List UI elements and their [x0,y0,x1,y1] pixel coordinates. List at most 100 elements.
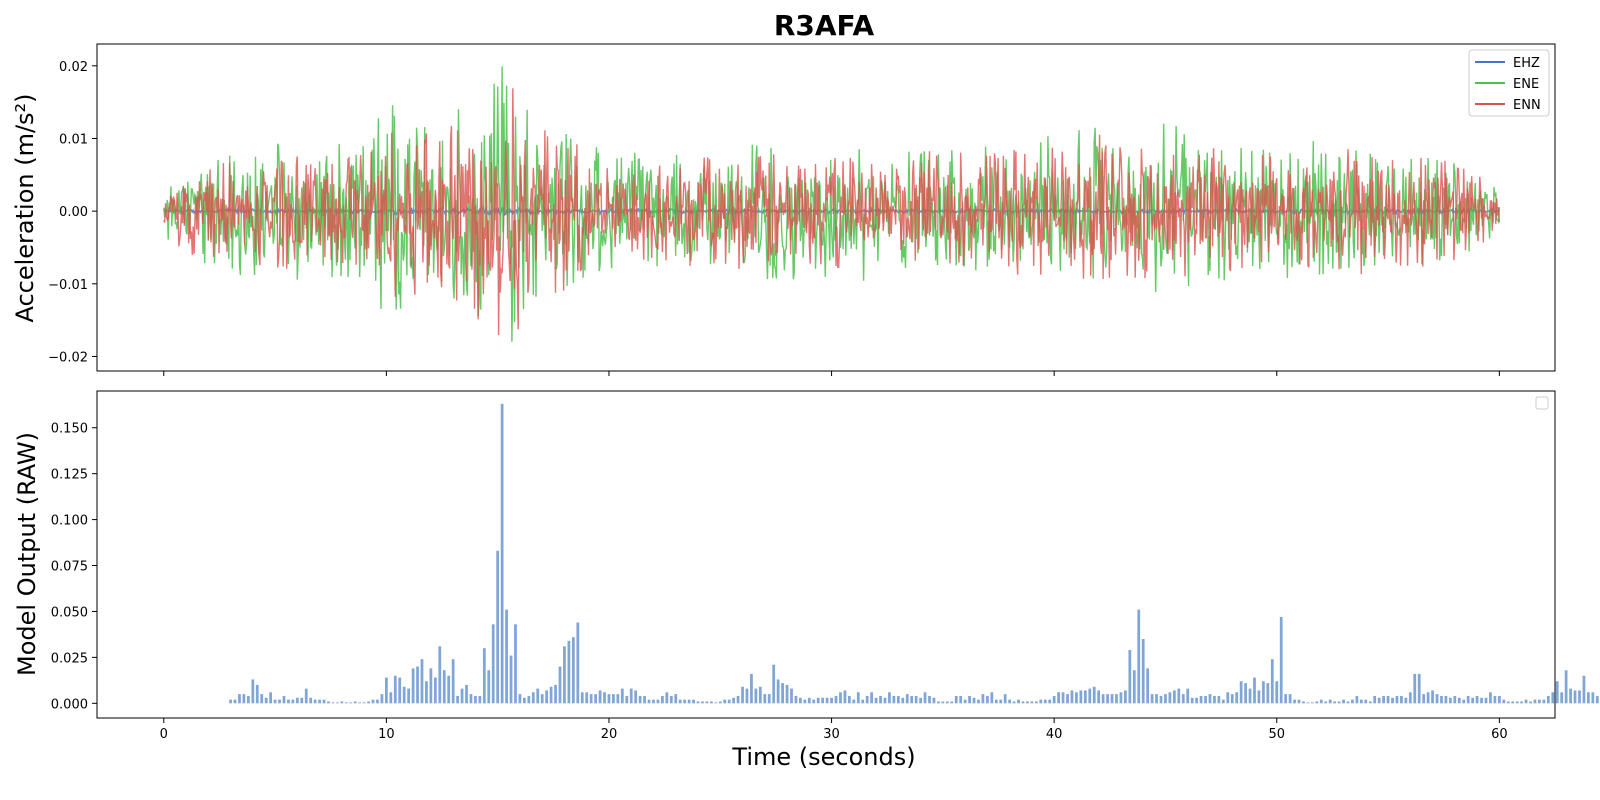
bar [990,692,994,704]
bar [1413,673,1417,704]
bar [1435,694,1439,704]
x-tick-label: 20 [601,727,618,742]
bar [1422,694,1426,704]
bar [585,692,589,704]
bar [1587,692,1590,704]
y-tick-label: 0.150 [51,422,88,437]
bar [1066,694,1069,704]
bar [1030,701,1034,704]
bar [380,694,384,704]
bar [1186,688,1190,704]
bar [278,699,281,704]
model-output-panel: 0.000 0.025 0.050 0.075 0.100 0.125 0.150 0 10 2… [13,390,1599,771]
legend-label-ehz: EHZ [1513,56,1540,71]
bar [322,699,326,704]
bar [754,688,758,704]
bar [790,688,793,704]
bar [554,684,557,704]
bar [371,699,375,704]
bar [300,697,304,704]
bar [1235,692,1239,704]
bar [870,692,874,704]
bar [295,697,299,704]
bar [856,692,860,704]
bar [580,692,584,704]
bar [1364,699,1368,704]
bar [1453,695,1457,704]
y-tick-label: 0.00 [59,205,88,220]
bar [563,646,566,704]
bar [1061,692,1065,704]
bar [1248,688,1252,704]
bar [1021,701,1025,704]
bar [736,695,740,704]
y-tick-label: 0.000 [51,697,88,712]
bar [402,686,406,704]
model-output-bars [229,403,1599,704]
bar [807,697,811,704]
bar [603,692,606,704]
bar [1230,694,1234,704]
bar [1275,681,1279,704]
bar [652,699,655,704]
bar [456,695,459,704]
bar [1578,690,1581,704]
bar [1106,694,1109,704]
bar [901,697,905,704]
bar [701,701,704,704]
bar [914,695,918,704]
bar [540,694,544,704]
bar [1034,701,1038,704]
bar [758,686,762,704]
bar [1449,697,1452,704]
bar [977,699,980,704]
bar [1386,695,1390,704]
bar [656,699,660,704]
bar [1101,694,1105,704]
bar [963,699,967,704]
bar [1110,694,1114,704]
bar [1444,695,1448,704]
bar [1253,677,1256,704]
legend: EHZ ENE ENN [1468,49,1550,117]
bar [1328,699,1332,704]
bar [1533,699,1537,704]
bar [772,664,776,704]
bar [1368,701,1372,704]
bar [968,695,971,704]
bar [416,666,419,704]
legend-label-enn: ENN [1513,98,1541,113]
model-output-panel-frame [96,390,1556,719]
bar [376,699,379,704]
y-tick-label: −0.01 [48,278,88,293]
bar [1408,692,1412,704]
bar [246,695,250,704]
bar [923,692,927,704]
bar [340,701,344,704]
bar [812,699,816,704]
bar [692,699,695,704]
bar [1092,686,1096,704]
bar [928,695,931,704]
bar [1244,683,1247,704]
bar [1266,683,1270,704]
bar [1497,695,1501,704]
bar [1199,695,1203,704]
bar [661,695,664,704]
bar [442,670,446,704]
bar [1560,692,1564,704]
bar [959,695,963,704]
bar [1462,699,1466,704]
bar [1315,701,1319,704]
bar [776,679,780,704]
x-tick-label: 30 [823,727,840,742]
bar [852,699,856,704]
bar [999,699,1003,704]
bar [1039,699,1043,704]
legend-label-ene: ENE [1513,77,1539,92]
bar [433,677,437,704]
bar [696,701,700,704]
bar [509,655,513,704]
bar [1284,694,1288,704]
